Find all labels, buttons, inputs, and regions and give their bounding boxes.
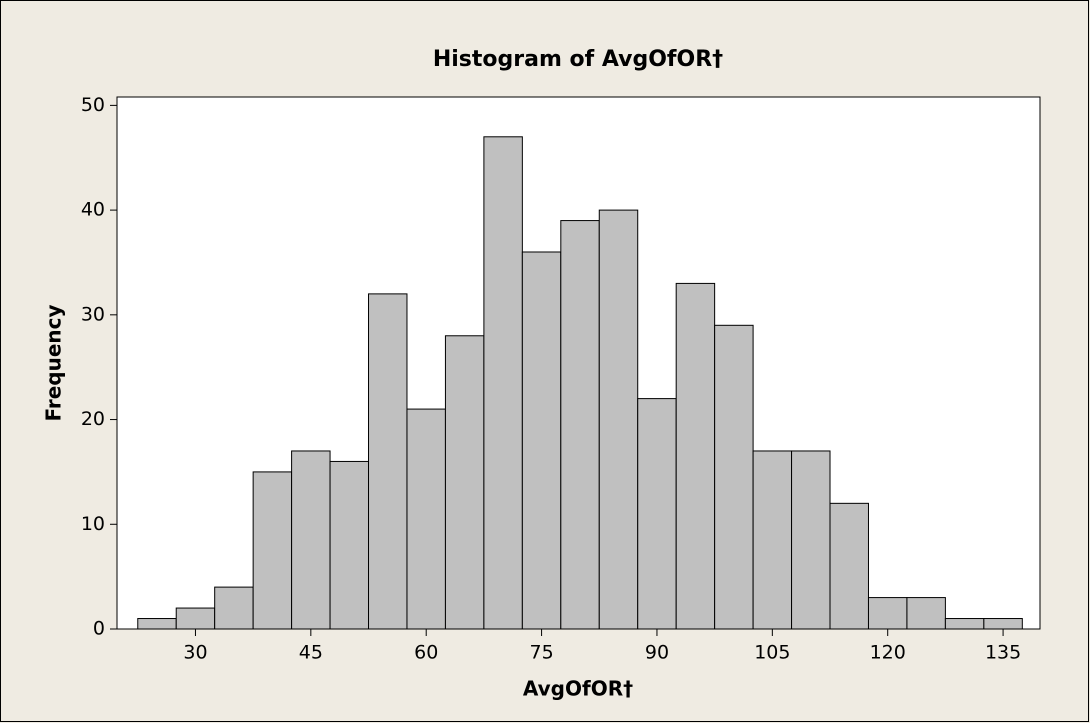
- bar: [829, 502, 869, 630]
- bar: [906, 597, 946, 630]
- x-tick-label: 105: [754, 642, 790, 664]
- y-tick-label: 30: [81, 303, 105, 325]
- x-axis-label: AvgOfOR†: [523, 677, 633, 701]
- x-tick-label: 30: [183, 642, 207, 664]
- bar: [637, 398, 677, 630]
- x-tick-label: 120: [870, 642, 906, 664]
- bar: [252, 471, 293, 630]
- bar: [329, 460, 370, 630]
- bar: [983, 618, 1023, 630]
- bar: [752, 450, 793, 630]
- bar: [444, 335, 485, 630]
- x-tick-label: 45: [299, 642, 323, 664]
- x-tick-label: 75: [529, 642, 553, 664]
- x-tick-label: 90: [645, 642, 669, 664]
- y-axis-label: Frequency: [42, 304, 66, 421]
- bar: [175, 607, 216, 630]
- bar: [560, 220, 600, 630]
- bar: [406, 408, 446, 630]
- y-tick-label: 0: [93, 618, 105, 640]
- bar: [867, 597, 908, 630]
- bar: [137, 618, 177, 630]
- y-tick-label: 20: [81, 408, 105, 430]
- bar: [598, 209, 639, 630]
- bar: [714, 324, 754, 630]
- bar: [291, 450, 331, 630]
- y-tick-label: 10: [81, 513, 105, 535]
- bar: [483, 136, 523, 630]
- bar: [675, 282, 716, 630]
- bar: [368, 293, 408, 630]
- bar: [214, 586, 254, 630]
- x-tick-label: 135: [985, 642, 1021, 664]
- bar: [521, 251, 562, 630]
- bar: [791, 450, 831, 630]
- y-tick-label: 50: [81, 94, 105, 116]
- y-tick-label: 40: [81, 199, 105, 221]
- bar: [944, 618, 985, 630]
- chart-title: Histogram of AvgOfOR†: [433, 47, 723, 72]
- x-tick-label: 60: [414, 642, 438, 664]
